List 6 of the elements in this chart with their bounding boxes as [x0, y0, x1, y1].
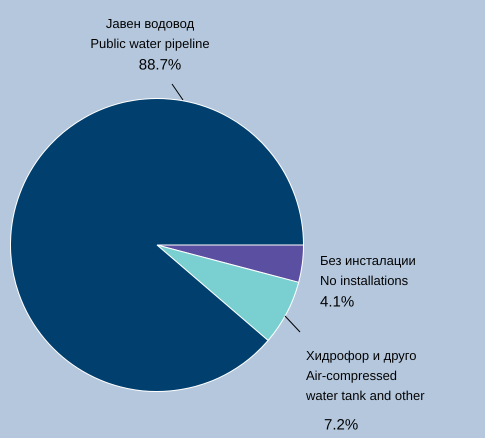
slice-label: Хидрофор и друго Air-compressed water tank and other	[305, 348, 426, 404]
data-label: 88.7%	[138, 56, 182, 74]
data-label: 4.1%	[320, 294, 354, 311]
slice-label: Без инсталации No installations	[320, 253, 416, 288]
data-label: 7.2%	[324, 416, 358, 434]
slice-label: Јавен водовод Public water pipeline	[90, 16, 210, 52]
